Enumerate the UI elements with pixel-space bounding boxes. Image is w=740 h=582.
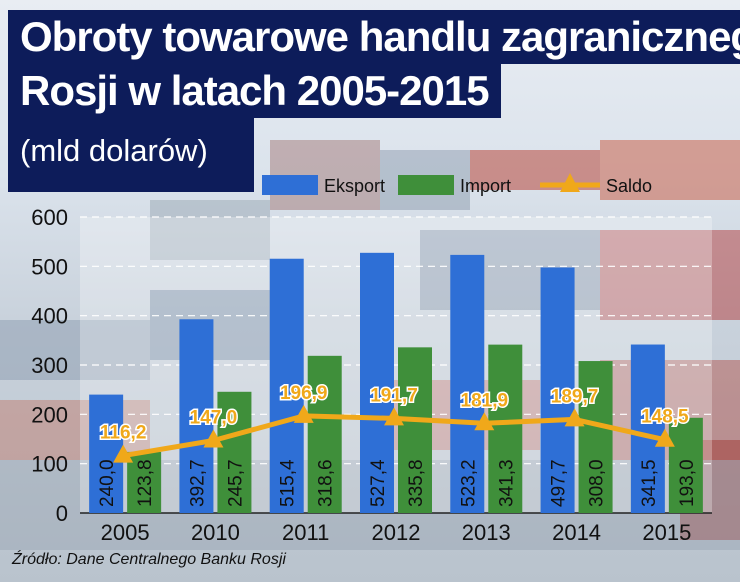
y-tick-label: 0 xyxy=(56,501,68,526)
data-label-eksport-2011: 515,4 xyxy=(278,459,299,507)
data-label-import-2005: 123,8 xyxy=(135,459,156,507)
y-tick-label: 200 xyxy=(31,402,68,427)
x-tick-label: 2014 xyxy=(552,520,601,545)
x-tick-label: 2005 xyxy=(101,520,150,545)
legend-swatch-eksport xyxy=(262,175,318,195)
bar-eksport-2013 xyxy=(450,254,485,513)
data-label-import-2013: 341,3 xyxy=(496,459,517,507)
data-label-import-2010: 245,7 xyxy=(225,459,246,507)
y-tick-label: 400 xyxy=(31,304,68,329)
x-tick-label: 2013 xyxy=(462,520,511,545)
data-label-import-2012: 335,8 xyxy=(406,459,427,507)
y-tick-label: 300 xyxy=(31,353,68,378)
bar-eksport-2011 xyxy=(269,258,304,513)
data-label-import-2015: 193,0 xyxy=(677,459,698,507)
gridlines xyxy=(80,216,712,514)
bar-import-2014 xyxy=(578,361,613,513)
legend-label-saldo: Saldo xyxy=(606,176,652,196)
legend: Eksport Import Saldo xyxy=(262,173,652,196)
saldo-marker-2012 xyxy=(384,407,404,426)
data-label-eksport-2012: 527,4 xyxy=(368,459,389,507)
saldo-marker-2013 xyxy=(474,412,495,431)
data-label-saldo-2011: 196,9 xyxy=(280,383,328,404)
data-label-saldo-2015: 148,5 xyxy=(641,407,689,428)
bars: 240,0 123,8 392,7 245,7 515,4 318,6 527,4 335,8… xyxy=(89,252,703,514)
data-label-eksport-2014: 497,7 xyxy=(549,459,570,507)
bar-eksport-2015 xyxy=(630,344,665,513)
saldo-marker-2011 xyxy=(293,404,314,423)
data-label-eksport-2005: 240,0 xyxy=(97,459,118,507)
legend-label-eksport: Eksport xyxy=(324,176,385,196)
title-line-2: Rosji w latach 2005-2015 xyxy=(8,64,501,118)
bar-import-2012 xyxy=(398,347,432,513)
data-label-eksport-2010: 392,7 xyxy=(187,459,208,507)
saldo-marker-2010 xyxy=(203,429,224,448)
bar-import-2015 xyxy=(668,417,703,513)
bar-eksport-2010 xyxy=(179,319,214,513)
x-axis-labels: 2005 2010 2011 2012 2013 2014 2015 xyxy=(101,520,692,545)
saldo-marker-2014 xyxy=(564,408,585,427)
data-label-saldo-2014: 189,7 xyxy=(551,386,599,407)
title-line-1: Obroty towarowe handlu zagranicznego xyxy=(8,10,740,64)
bar-eksport-2012 xyxy=(360,252,394,514)
data-label-saldo-2010: 147,0 xyxy=(190,407,238,428)
unit-label: (mld dolarów) xyxy=(8,118,254,192)
y-tick-label: 600 xyxy=(31,205,68,230)
legend-label-import: Import xyxy=(460,176,511,196)
legend-swatch-saldo-marker xyxy=(560,173,580,192)
saldo-line: 116,2 147,0 196,9 191,7 181,9 189,7 148,5 xyxy=(98,381,691,463)
data-label-eksport-2013: 523,2 xyxy=(458,459,479,507)
data-label-saldo-2013: 181,9 xyxy=(461,390,509,411)
bar-eksport-2005 xyxy=(89,394,124,513)
data-label-eksport-2015: 341,5 xyxy=(639,459,660,507)
bar-import-2013 xyxy=(488,344,523,513)
y-tick-label: 500 xyxy=(31,254,68,279)
saldo-marker-2015 xyxy=(654,428,675,447)
source-note: Źródło: Dane Centralnego Banku Rosji xyxy=(12,551,286,568)
x-tick-label: 2012 xyxy=(372,520,421,545)
data-label-saldo-2005: 116,2 xyxy=(100,423,147,444)
x-tick-label: 2015 xyxy=(642,520,691,545)
x-tick-label: 2010 xyxy=(191,520,240,545)
data-label-saldo-2012: 191,7 xyxy=(370,385,418,406)
y-tick-label: 100 xyxy=(31,452,68,477)
legend-swatch-import xyxy=(398,175,454,195)
bar-eksport-2014 xyxy=(540,267,575,513)
x-tick-label: 2011 xyxy=(282,520,329,545)
data-label-import-2014: 308,0 xyxy=(587,459,608,507)
data-label-import-2011: 318,6 xyxy=(316,459,337,507)
saldo-marker-2005 xyxy=(113,444,134,463)
bar-import-2010 xyxy=(217,391,252,513)
y-axis-ticks: 0 100 200 300 400 500 600 xyxy=(31,205,68,526)
bar-import-2011 xyxy=(307,355,342,513)
